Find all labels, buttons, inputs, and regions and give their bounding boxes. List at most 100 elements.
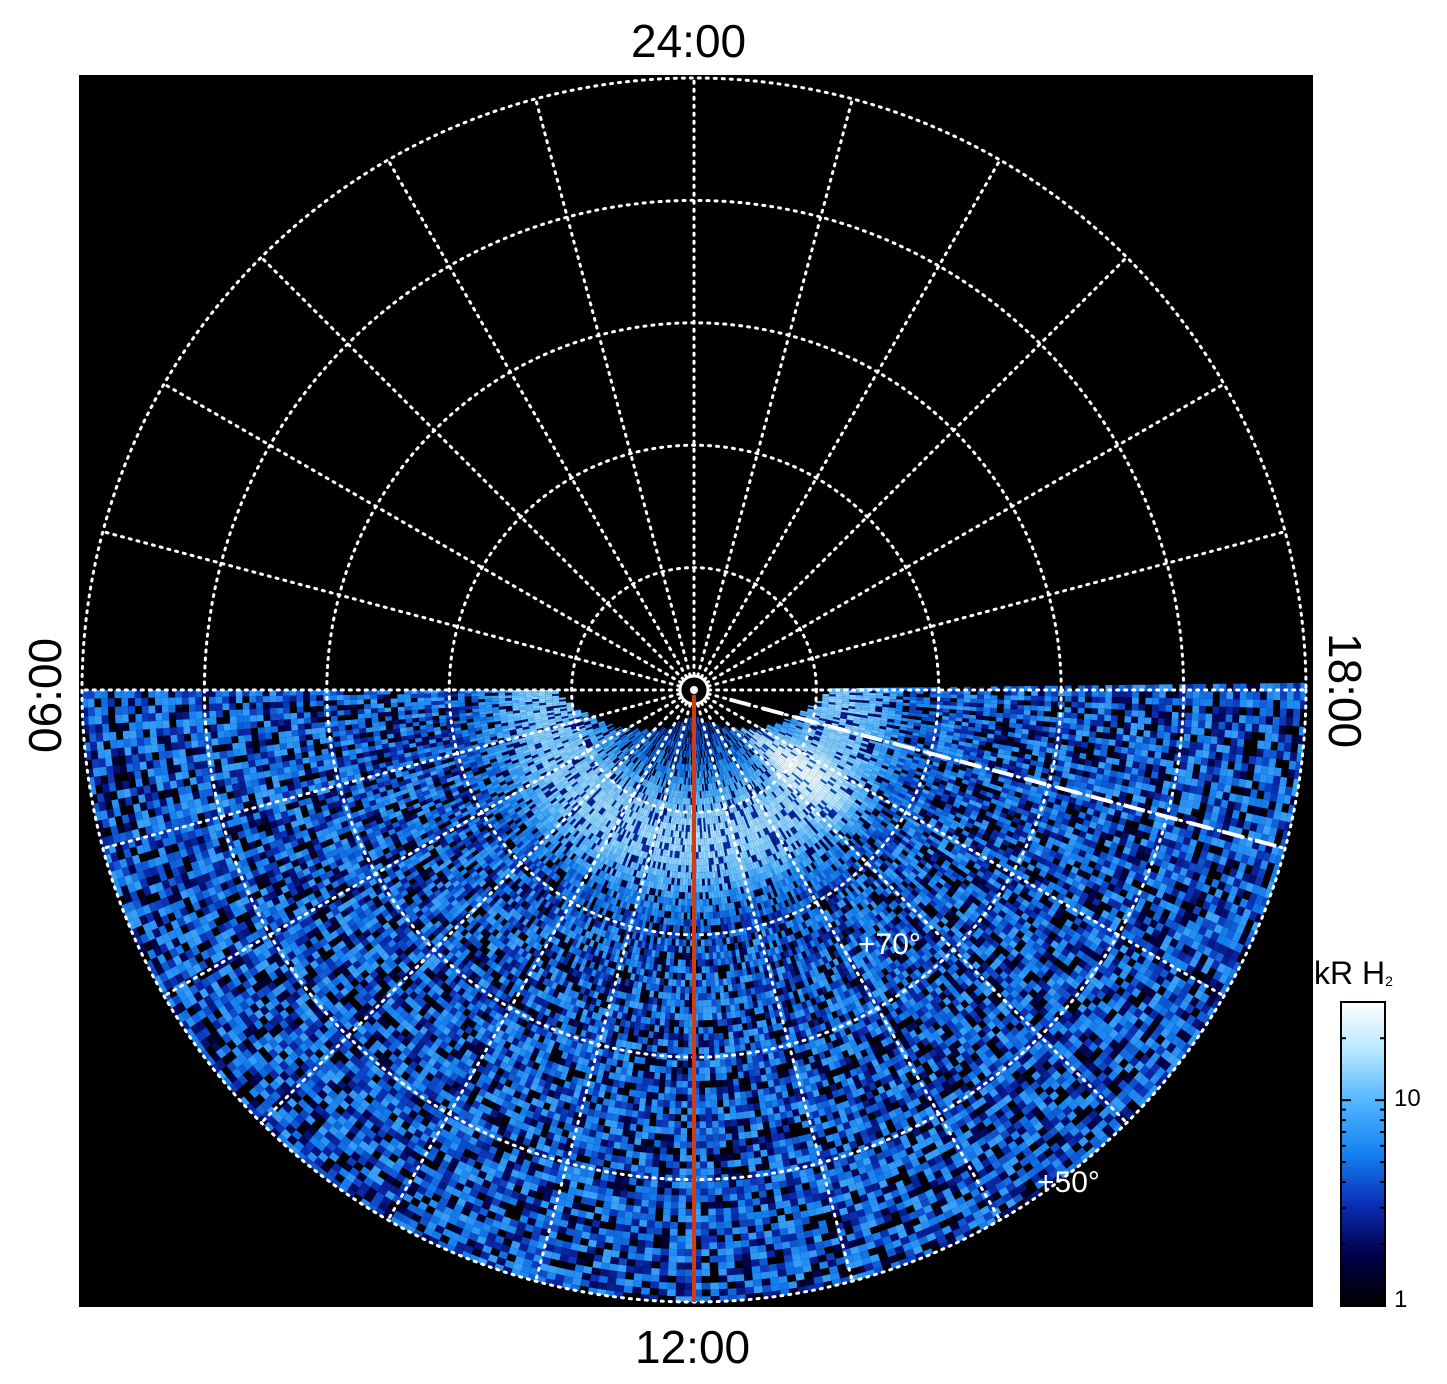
- emission-cell: [200, 760, 209, 769]
- emission-cell: [181, 697, 189, 705]
- emission-cell: [114, 706, 122, 715]
- emission-cell: [187, 762, 195, 771]
- emission-cell: [250, 772, 259, 781]
- emission-cell: [505, 695, 512, 699]
- emission-cell: [464, 696, 472, 700]
- emission-cell: [457, 696, 465, 701]
- emission-cell: [183, 726, 191, 735]
- emission-cell: [514, 720, 522, 724]
- emission-cell: [388, 742, 396, 748]
- emission-cell: [427, 731, 435, 737]
- emission-cell: [412, 721, 420, 727]
- emission-cell: [493, 715, 501, 720]
- emission-cell: [185, 748, 193, 757]
- emission-cell: [92, 767, 101, 777]
- emission-cell: [538, 698, 546, 702]
- emission-cell: [343, 699, 351, 706]
- emission-cell: [546, 706, 554, 710]
- emission-cell: [312, 738, 321, 746]
- emission-cell: [122, 722, 130, 732]
- emission-cell: [458, 709, 466, 714]
- emission-cell: [545, 694, 553, 697]
- emission-cell: [276, 713, 284, 721]
- emission-cell: [474, 727, 482, 732]
- emission-cell: [229, 709, 237, 717]
- emission-cell: [520, 716, 528, 721]
- emission-cell: [279, 743, 287, 750]
- emission-cell: [294, 752, 303, 760]
- emission-cell: [339, 735, 347, 742]
- emission-cell: [420, 728, 428, 734]
- emission-cell: [121, 714, 129, 723]
- emission-cell: [191, 747, 200, 756]
- emission-cell: [384, 711, 392, 717]
- emission-cell: [201, 767, 210, 776]
- emission-cell: [196, 718, 204, 726]
- emission-cell: [222, 716, 231, 724]
- emission-cell: [408, 738, 416, 744]
- emission-cell: [354, 743, 362, 750]
- emission-cell: [183, 733, 192, 742]
- emission-cell: [167, 765, 175, 774]
- emission-cell: [229, 770, 237, 778]
- emission-cell: [282, 695, 290, 702]
- emission-cell: [511, 695, 519, 698]
- emission-cell: [188, 704, 196, 712]
- emission-cell: [518, 699, 526, 703]
- emission-cell: [270, 720, 278, 727]
- emission-cell: [149, 721, 157, 730]
- emission-cell: [400, 731, 408, 737]
- emission-cell: [573, 708, 581, 711]
- emission-cell: [323, 705, 331, 712]
- emission-cell: [87, 707, 95, 717]
- emission-cell: [95, 732, 104, 742]
- emission-cell: [216, 723, 224, 732]
- emission-cell: [136, 786, 145, 796]
- emission-cell: [399, 727, 407, 733]
- emission-cell: [292, 735, 300, 743]
- emission-cell: [348, 749, 357, 756]
- emission-cell: [521, 719, 528, 723]
- emission-cell: [478, 702, 486, 706]
- emission-cell: [440, 729, 448, 735]
- emission-cell: [154, 775, 163, 784]
- emission-cell: [359, 728, 367, 734]
- emission-cell: [338, 725, 346, 732]
- emission-cell: [505, 705, 513, 709]
- emission-cell: [494, 720, 502, 725]
- emission-cell: [344, 719, 352, 726]
- emission-cell: [142, 721, 150, 730]
- emission-cell: [233, 755, 242, 764]
- emission-cell: [383, 698, 391, 704]
- emission-cell: [337, 720, 346, 726]
- emission-cell: [135, 778, 143, 788]
- emission-cell: [498, 700, 506, 705]
- emission-cell: [506, 713, 514, 718]
- emission-cell: [217, 779, 226, 788]
- emission-cell: [478, 693, 485, 697]
- emission-cell: [255, 765, 264, 773]
- emission-cell: [168, 697, 176, 706]
- emission-cell: [471, 696, 479, 700]
- emission-cell: [347, 739, 355, 746]
- emission-cell: [175, 712, 183, 720]
- emission-cell: [132, 762, 141, 772]
- emission-cell: [394, 736, 402, 743]
- emission-cell: [513, 712, 521, 717]
- emission-cell: [332, 731, 340, 738]
- emission-cell: [255, 690, 263, 697]
- emission-cell: [239, 748, 247, 756]
- emission-cell: [277, 719, 285, 727]
- emission-cell: [539, 702, 546, 706]
- emission-cell: [428, 735, 436, 741]
- emission-cell: [365, 727, 373, 733]
- emission-cell: [256, 721, 265, 728]
- emission-cell: [211, 745, 220, 753]
- emission-cell: [149, 783, 158, 793]
- emission-cell: [109, 731, 117, 741]
- emission-cell: [97, 749, 105, 759]
- emission-cell: [485, 707, 493, 712]
- emission-cell: [493, 718, 501, 722]
- emission-cell: [153, 767, 162, 777]
- emission-cell: [424, 693, 431, 698]
